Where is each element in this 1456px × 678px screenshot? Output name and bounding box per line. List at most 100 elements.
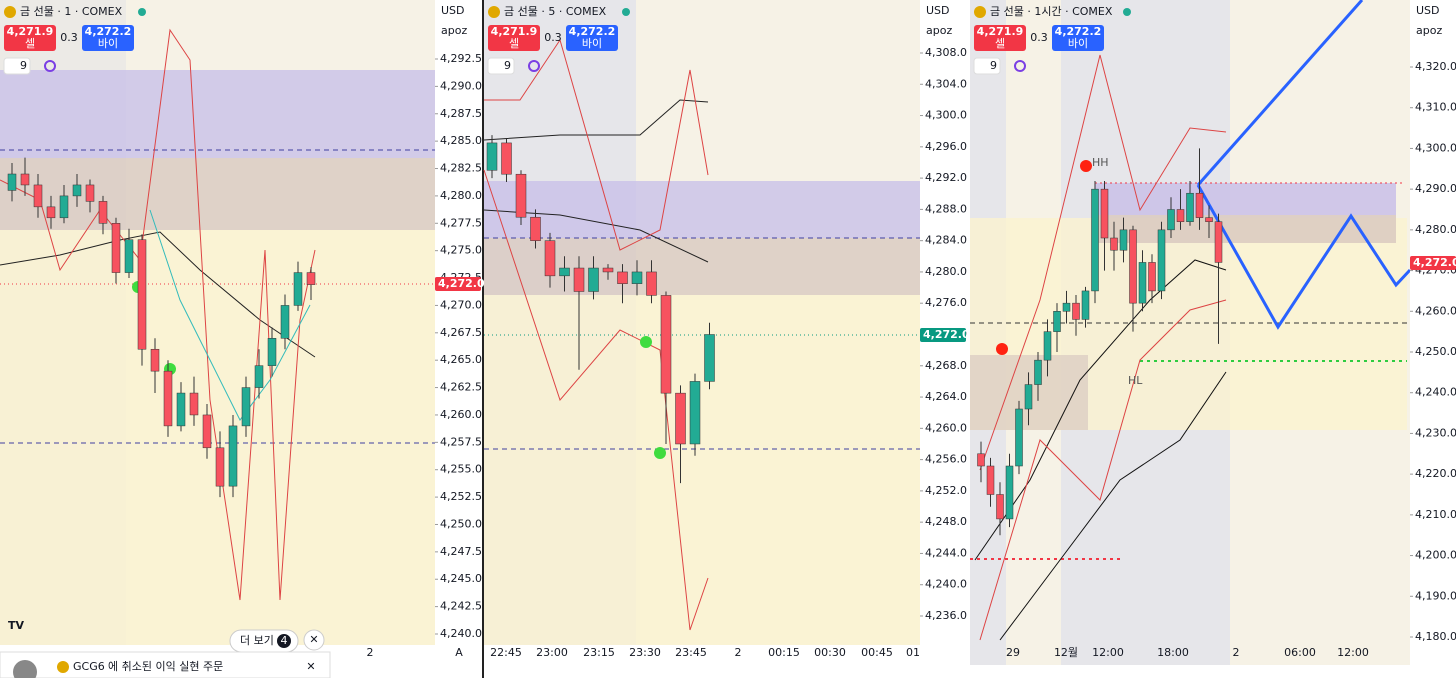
zone — [0, 158, 435, 230]
x-tick-label: 22:45 — [490, 646, 522, 659]
buy-label[interactable]: 바이 — [98, 37, 118, 50]
x-tick-label: 23:00 — [536, 646, 568, 659]
sell-label[interactable]: 셀 — [995, 37, 1005, 50]
interval-box[interactable] — [487, 57, 515, 75]
candle-body — [176, 392, 186, 427]
candle-body — [617, 271, 628, 284]
sell-button[interactable] — [4, 25, 56, 51]
buy-price[interactable]: 4,272.2 — [85, 25, 132, 38]
y-tick-label: 4,210.0 — [1415, 508, 1456, 521]
candle-body — [124, 239, 134, 273]
sell-button[interactable] — [488, 25, 540, 51]
candle-body — [689, 381, 701, 445]
currency: USD — [926, 4, 950, 17]
zone — [484, 238, 920, 295]
x-tick-label: 23:45 — [675, 646, 707, 659]
sell-label[interactable]: 셀 — [509, 37, 519, 50]
y-tick-label: 4,257.5 — [440, 435, 482, 448]
currency: USD — [1416, 4, 1440, 17]
y-tick-label: 4,280.0 — [1415, 223, 1456, 236]
sell-price[interactable]: 4,271.9 — [491, 25, 538, 38]
candle-body — [20, 173, 30, 186]
signal-dot — [996, 343, 1008, 355]
candle-body — [486, 142, 498, 171]
y-tick-label: 4,284.0 — [925, 234, 967, 247]
zone — [1095, 183, 1396, 215]
candle-body — [996, 494, 1004, 520]
buy-price[interactable]: 4,272.2 — [1055, 25, 1102, 38]
buy-button[interactable] — [566, 25, 618, 51]
y-tick-label: 4,277.5 — [440, 216, 482, 229]
y-tick-label: 4,240.0 — [1415, 386, 1456, 399]
candle-body — [977, 453, 985, 467]
pivot-marker: HL — [1128, 374, 1143, 387]
sell-button[interactable] — [974, 25, 1026, 51]
y-tick-label: 4,248.0 — [925, 515, 967, 528]
y-tick-label: 4,262.5 — [440, 381, 482, 394]
y-tick-label: 4,276.0 — [925, 296, 967, 309]
close-icon[interactable]: ✕ — [309, 633, 318, 646]
candle-body — [254, 365, 264, 388]
status-dot — [138, 8, 146, 16]
interval[interactable]: 9 — [504, 59, 511, 72]
buy-label[interactable]: 바이 — [1068, 37, 1088, 50]
sync-icon — [44, 60, 56, 72]
more-count-badge — [277, 634, 291, 648]
interval-box[interactable] — [3, 57, 31, 75]
candle-body — [1157, 229, 1166, 292]
indicator-line — [0, 28, 316, 601]
status-dot — [1123, 8, 1131, 16]
candle-body — [660, 295, 672, 394]
zone — [0, 230, 435, 645]
candle-body — [1138, 262, 1147, 304]
spread: 0.3 — [60, 31, 78, 44]
sell-label[interactable]: 셀 — [25, 37, 35, 50]
x-tick-label: 23:30 — [629, 646, 661, 659]
y-tick-label: 4,200.0 — [1415, 549, 1456, 562]
y-tick-label: 4,260.0 — [925, 421, 967, 434]
price-tag — [920, 328, 966, 342]
more-count: 4 — [281, 634, 288, 647]
buy-label[interactable]: 바이 — [582, 37, 602, 50]
candle-body — [1186, 192, 1194, 222]
y-tick-label: 4,300.0 — [1415, 141, 1456, 154]
candle-body — [150, 348, 160, 372]
y-tick-label: 4,290.0 — [440, 79, 482, 92]
x-tick-label: 00:15 — [768, 646, 800, 659]
indicator-line — [979, 54, 1227, 471]
candle-body — [7, 173, 17, 191]
buy-price[interactable]: 4,272.2 — [569, 25, 616, 38]
interval[interactable]: 9 — [990, 59, 997, 72]
candle-body — [675, 392, 686, 445]
toast-close[interactable]: ✕ — [306, 660, 315, 673]
y-tick-label: 4,260.0 — [440, 408, 482, 421]
price-tag-label: 4,272.0 — [1413, 256, 1456, 269]
y-tick-label: 4,304.0 — [925, 77, 967, 90]
buy-button[interactable] — [1052, 25, 1104, 51]
candle-body — [1015, 408, 1023, 467]
scale-name: apoz — [441, 24, 467, 37]
indicator-line — [999, 371, 1227, 641]
sell-price[interactable]: 4,271.9 — [7, 25, 54, 38]
candle-body — [72, 184, 82, 197]
candle-body — [306, 272, 316, 285]
zone — [484, 181, 920, 238]
more-label[interactable]: 더 보기 — [240, 634, 274, 647]
symbol-icon — [57, 661, 69, 673]
spread: 0.3 — [544, 31, 562, 44]
buy-button[interactable] — [82, 25, 134, 51]
y-tick-label: 4,247.5 — [440, 545, 482, 558]
close-button[interactable] — [303, 629, 325, 651]
y-tick-label: 4,320.0 — [1415, 60, 1456, 73]
y-tick-label: 4,244.0 — [925, 546, 967, 559]
interval[interactable]: 9 — [20, 59, 27, 72]
sell-price[interactable]: 4,271.9 — [977, 25, 1024, 38]
candle-body — [1072, 302, 1080, 320]
x-tick-label: 06:00 — [1284, 646, 1316, 659]
candle-body — [33, 184, 43, 208]
interval-box[interactable] — [973, 57, 1001, 75]
candle-body — [1167, 209, 1175, 231]
toast-icon — [13, 660, 37, 678]
candle-body — [544, 240, 556, 277]
